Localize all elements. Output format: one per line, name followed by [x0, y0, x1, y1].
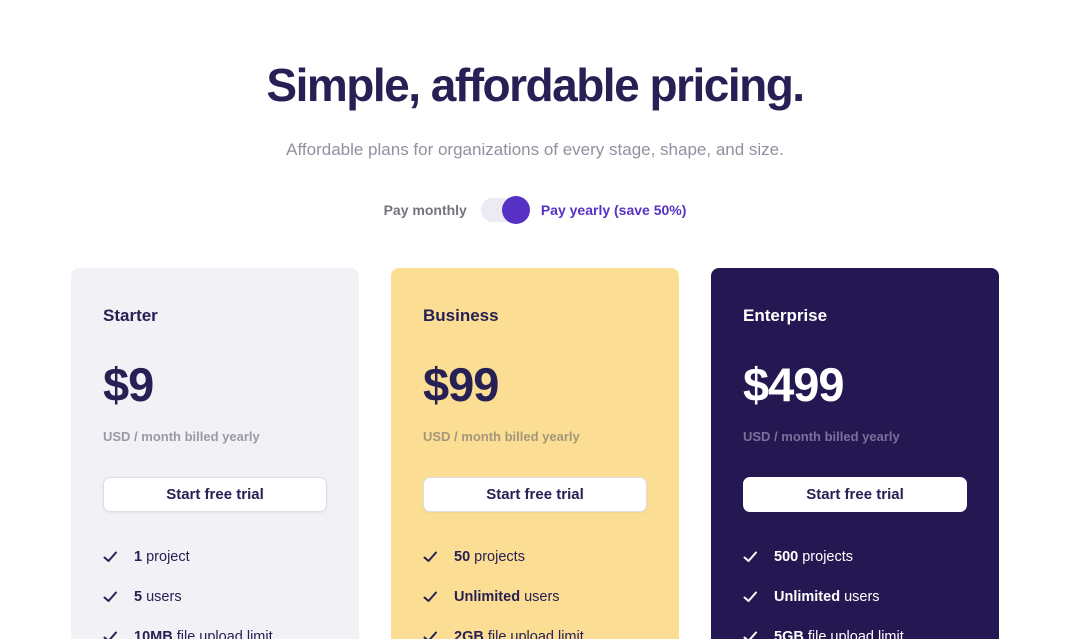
pay-monthly-label[interactable]: Pay monthly	[383, 202, 467, 218]
feature-text: Unlimited users	[454, 589, 560, 605]
billing-note: USD / month billed yearly	[103, 429, 260, 444]
feature-list: 1 project 5 users 10MB file upload limit	[103, 549, 327, 639]
pricing-card-starter: Starter $9 USD / month billed yearly Sta…	[71, 268, 359, 639]
billing-note: USD / month billed yearly	[743, 429, 900, 444]
toggle-knob	[501, 196, 530, 224]
feature-text: 5 users	[134, 589, 182, 605]
feature-text: 500 projects	[774, 549, 854, 565]
plan-name: Business	[423, 306, 499, 325]
plan-name: Starter	[103, 306, 158, 325]
plan-price: $499	[743, 358, 845, 411]
billing-toggle-switch[interactable]	[480, 196, 530, 224]
feature-item: Unlimited users	[743, 589, 967, 605]
feature-item: 5 users	[103, 589, 327, 605]
check-icon	[423, 551, 438, 563]
start-free-trial-button[interactable]: Start free trial	[103, 477, 327, 512]
feature-item: 5GB file upload limit	[743, 629, 967, 639]
feature-text: 1 project	[134, 549, 190, 565]
check-icon	[103, 631, 118, 639]
check-icon	[743, 631, 758, 639]
pricing-card-enterprise: Enterprise $499 USD / month billed yearl…	[711, 268, 999, 639]
feature-item: 2GB file upload limit	[423, 629, 647, 639]
page-title: Simple, affordable pricing.	[266, 59, 805, 111]
plan-price: $9	[103, 358, 154, 411]
plan-name: Enterprise	[743, 306, 828, 325]
feature-text: 5GB file upload limit	[774, 629, 904, 639]
start-free-trial-button[interactable]: Start free trial	[743, 477, 967, 512]
feature-text: 2GB file upload limit	[454, 629, 584, 639]
check-icon	[743, 591, 758, 603]
feature-item: 1 project	[103, 549, 327, 565]
feature-item: 500 projects	[743, 549, 967, 565]
pricing-header: Simple, affordable pricing. Affordable p…	[0, 0, 1070, 160]
pay-yearly-label[interactable]: Pay yearly (save 50%)	[540, 202, 687, 218]
feature-list: 500 projects Unlimited users 5GB file up…	[743, 549, 967, 639]
billing-note: USD / month billed yearly	[423, 429, 580, 444]
check-icon	[103, 551, 118, 563]
check-icon	[423, 591, 438, 603]
start-free-trial-button[interactable]: Start free trial	[423, 477, 647, 512]
pricing-cards: Starter $9 USD / month billed yearly Sta…	[71, 268, 999, 639]
check-icon	[743, 551, 758, 563]
feature-text: 50 projects	[454, 549, 525, 565]
page-subtitle: Affordable plans for organizations of ev…	[286, 140, 784, 159]
plan-price: $99	[423, 358, 499, 411]
feature-text: 10MB file upload limit	[134, 629, 273, 639]
pricing-card-business: Business $99 USD / month billed yearly S…	[391, 268, 679, 639]
feature-item: 10MB file upload limit	[103, 629, 327, 639]
feature-item: Unlimited users	[423, 589, 647, 605]
billing-toggle-row: Pay monthly Pay yearly (save 50%)	[0, 196, 1070, 224]
feature-list: 50 projects Unlimited users 2GB file upl…	[423, 549, 647, 639]
check-icon	[103, 591, 118, 603]
check-icon	[423, 631, 438, 639]
feature-text: Unlimited users	[774, 589, 880, 605]
feature-item: 50 projects	[423, 549, 647, 565]
